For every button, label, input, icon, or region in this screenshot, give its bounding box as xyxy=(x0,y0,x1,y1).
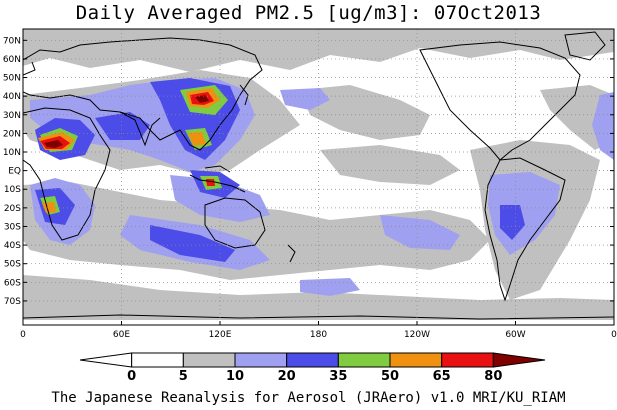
lat-label-70S: 70S xyxy=(4,297,21,307)
lat-label-40S: 40S xyxy=(4,241,21,251)
data-source-footer: The Japanese Reanalysis for Aerosol (JRA… xyxy=(51,390,566,406)
lat-label-20N: 20N xyxy=(3,129,21,139)
lat-label-30S: 30S xyxy=(4,222,21,232)
lat-label-10S: 10S xyxy=(4,185,21,195)
colorbar-label-20: 20 xyxy=(278,369,296,384)
lon-label-0: 0 xyxy=(611,330,617,340)
colorbar-segment-4 xyxy=(286,352,339,368)
colorbar xyxy=(79,352,546,368)
map-title: Daily Averaged PM2.5 [ug/m3]: 07Oct2013 xyxy=(75,2,542,24)
lon-label-60W: 60W xyxy=(505,330,525,340)
lon-label-120W: 120W xyxy=(404,330,430,340)
map-plot-area xyxy=(23,29,614,325)
lon-label-60E: 60E xyxy=(113,330,130,340)
lat-label-50S: 50S xyxy=(4,260,21,270)
lat-label-60S: 60S xyxy=(4,278,21,288)
lat-label-30N: 30N xyxy=(3,111,21,121)
lat-label-50N: 50N xyxy=(3,74,21,84)
colorbar-segment-7 xyxy=(441,352,494,368)
colorbar-label-65: 65 xyxy=(433,369,451,384)
lat-label-10N: 10N xyxy=(3,148,21,158)
lat-label-40N: 40N xyxy=(3,92,21,102)
colorbar-labels: 0 5 10 20 35 50 65 80 xyxy=(127,369,502,384)
lon-label-180: 180 xyxy=(310,330,327,340)
colorbar-label-0: 0 xyxy=(127,369,136,384)
lon-label-0: 0 xyxy=(20,330,26,340)
colorbar-segment-3 xyxy=(234,352,288,368)
graticule xyxy=(23,29,614,325)
colorbar-segment-0 xyxy=(79,352,133,368)
colorbar-segment-1 xyxy=(131,352,184,368)
latitude-labels: 70N 60N 50N 40N 30N 20N 10N EQ 10S 20S 30S 40S 50S 60… xyxy=(3,36,21,307)
colorbar-segment-5 xyxy=(337,352,391,368)
lat-label-70N: 70N xyxy=(3,36,21,46)
colorbar-label-5: 5 xyxy=(179,369,188,384)
axis-ticks xyxy=(22,39,615,325)
colorbar-label-50: 50 xyxy=(381,369,399,384)
lat-label-20S: 20S xyxy=(4,204,21,214)
colorbar-label-35: 35 xyxy=(329,369,347,384)
lon-label-120E: 120E xyxy=(209,330,232,340)
colorbar-segment-8 xyxy=(492,352,546,368)
lat-label-60N: 60N xyxy=(3,55,21,65)
longitude-labels: 0 60E 120E 180 120W 60W 0 xyxy=(20,330,617,340)
pm25-band-over-80 xyxy=(44,95,209,148)
colorbar-label-80: 80 xyxy=(484,369,502,384)
colorbar-segment-6 xyxy=(389,352,443,368)
lat-label-EQ: EQ xyxy=(8,167,21,177)
colorbar-segment-2 xyxy=(182,352,236,368)
colorbar-label-10: 10 xyxy=(226,369,244,384)
